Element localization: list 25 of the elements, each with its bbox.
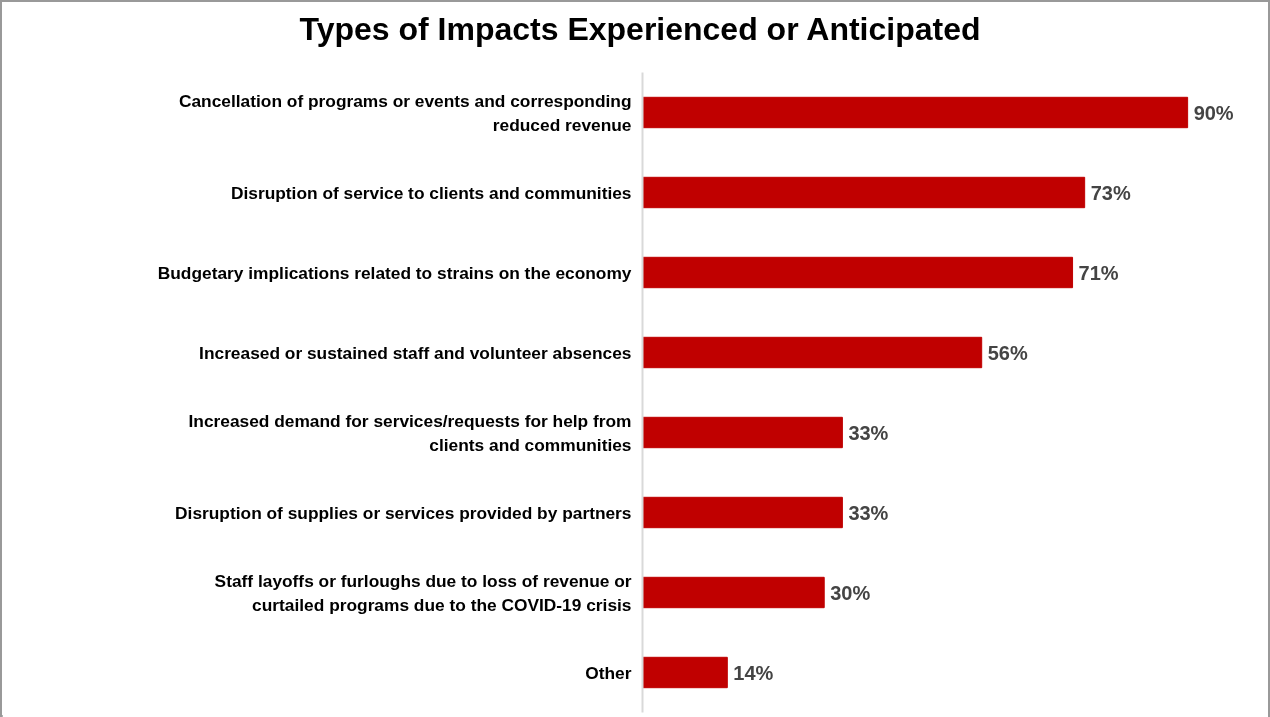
y-tick-label: Budgetary implications related to strains on the economy	[157, 262, 632, 283]
y-tick-label: Disruption of supplies or services provided by partners	[175, 502, 632, 523]
y-tick-label: Disruption of service to clients and communities	[230, 182, 632, 203]
data-label: 71%	[1078, 261, 1119, 284]
bar	[642, 416, 843, 449]
data-label: 73%	[1090, 181, 1131, 204]
data-label: 56%	[987, 341, 1028, 364]
data-label: 14%	[733, 661, 774, 684]
y-tick-label: Staff layoffs or furloughs due to loss of revenue or curtailed programs due to the COVID-19 crisis	[214, 570, 632, 615]
bar	[642, 176, 1086, 209]
y-tick-label: Increased or sustained staff and volunteer absences	[199, 342, 632, 363]
bar	[642, 256, 1074, 289]
y-tick-label: Increased demand for services/requests for help from clients and communities	[188, 410, 632, 455]
data-label: 33%	[848, 421, 889, 444]
data-label: 30%	[830, 581, 871, 604]
chart-title: Types of Impacts Experienced or Anticipated	[299, 10, 981, 49]
y-tick-label: Cancellation of programs or events and corresponding reduced revenue	[178, 90, 632, 135]
bar	[642, 496, 843, 529]
y-tick-label: Other	[585, 662, 632, 683]
bar	[642, 576, 825, 609]
bar	[642, 96, 1189, 129]
bar	[642, 656, 728, 689]
data-label: 90%	[1193, 101, 1234, 124]
bar	[642, 336, 983, 369]
data-label: 33%	[848, 501, 889, 524]
